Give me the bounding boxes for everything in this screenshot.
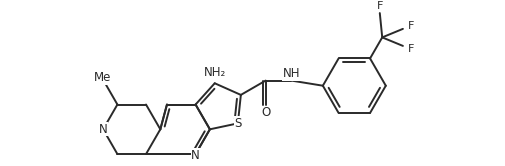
- Text: F: F: [407, 21, 413, 31]
- Text: Me: Me: [93, 71, 111, 84]
- Text: NH: NH: [282, 67, 299, 80]
- Text: S: S: [234, 117, 241, 130]
- Text: NH₂: NH₂: [203, 66, 225, 79]
- Text: N: N: [191, 149, 199, 162]
- Text: F: F: [376, 1, 382, 11]
- Text: N: N: [98, 123, 107, 136]
- Text: O: O: [261, 106, 270, 119]
- Text: F: F: [407, 44, 413, 54]
